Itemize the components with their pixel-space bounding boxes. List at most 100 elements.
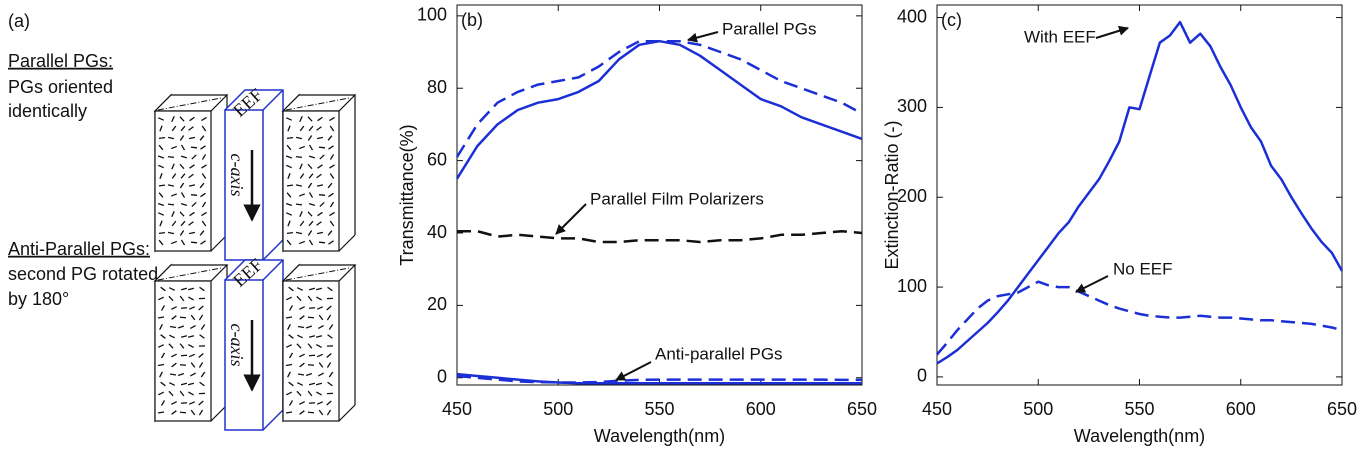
slab-hatch <box>200 324 206 330</box>
slab-hatch <box>299 173 305 179</box>
slab-hatch <box>329 164 335 169</box>
slab-hatch <box>328 240 334 245</box>
slab-hatch <box>157 212 165 216</box>
slab-hatch <box>188 136 196 140</box>
slab-hatch <box>308 173 314 179</box>
data-line <box>936 280 1343 356</box>
slab-top <box>281 94 357 112</box>
eef-face <box>224 279 264 431</box>
slab-hatch <box>190 146 198 149</box>
slab-hatch <box>308 203 316 206</box>
slab-hatch <box>187 335 195 338</box>
group-text: by 180° <box>8 289 69 309</box>
slab-hatch <box>296 390 302 397</box>
slab-hatch <box>305 372 313 377</box>
slab-hatch <box>189 211 195 217</box>
group-title: Parallel PGs: <box>8 51 113 71</box>
slab-hatch <box>170 240 178 245</box>
slab-hatch <box>201 173 207 179</box>
slab-hatch <box>287 125 291 132</box>
y-tick-label: 40 <box>427 222 447 242</box>
slab-hatch <box>286 231 294 235</box>
slab-hatch <box>307 116 313 122</box>
slab-hatch <box>286 296 292 301</box>
slab-hatch <box>190 314 196 321</box>
slab-hatch <box>179 390 185 397</box>
slab-hatch <box>316 184 324 187</box>
slab-hatch <box>201 220 207 227</box>
slab-hatch <box>328 145 334 150</box>
annotation: Parallel Film Polarizers <box>590 189 764 208</box>
slab-hatch <box>188 296 194 301</box>
x-tick-label: 550 <box>644 399 674 419</box>
slab-hatch <box>180 220 186 227</box>
slab-hatch <box>168 343 174 349</box>
slab-hatch <box>167 184 175 187</box>
x-tick-label: 500 <box>1023 399 1053 419</box>
slab-hatch <box>288 352 294 359</box>
slab-hatch <box>307 182 313 189</box>
slab-hatch <box>187 287 195 291</box>
slab-hatch <box>299 362 305 368</box>
slab-hatch <box>199 182 205 189</box>
slab-hatch <box>315 382 323 386</box>
slab-hatch <box>177 325 185 329</box>
slab-hatch <box>188 231 196 235</box>
slab-hatch <box>316 391 322 396</box>
x-tick-label: 650 <box>847 399 877 419</box>
slab-hatch <box>295 203 303 206</box>
slab-hatch <box>201 201 207 208</box>
slab-hatch <box>200 145 206 150</box>
slab-hatch <box>286 184 294 187</box>
slab-hatch <box>188 401 196 405</box>
slab-hatch <box>299 353 305 358</box>
slab-hatch <box>316 173 322 179</box>
group-text: PGs oriented <box>8 77 113 97</box>
slab-hatch <box>329 125 335 132</box>
slab-hatch <box>160 334 166 339</box>
slab-hatch <box>157 316 165 319</box>
slab-hatch <box>307 295 313 302</box>
x-tick-label: 600 <box>746 399 776 419</box>
slab-hatch <box>307 135 313 141</box>
slab-hatch <box>287 371 291 378</box>
slab-hatch <box>297 287 303 291</box>
slab-hatch <box>299 401 305 405</box>
data-line <box>456 374 862 384</box>
slab-hatch <box>180 203 188 206</box>
slab-hatch <box>179 182 185 189</box>
slab-hatch <box>171 173 177 179</box>
slab-hatch <box>177 372 185 377</box>
slab-hatch <box>288 286 294 292</box>
slab-hatch <box>299 125 305 132</box>
slab-hatch <box>288 400 294 406</box>
x-tick-label: 650 <box>1327 399 1357 419</box>
slab-hatch <box>190 372 196 377</box>
slab-top <box>281 264 357 282</box>
slab-hatch <box>168 295 174 302</box>
y-tick-label: 0 <box>437 367 447 387</box>
slab-hatch <box>157 164 165 169</box>
slab-hatch <box>171 210 175 218</box>
slab-hatch <box>170 193 178 197</box>
y-axis-label: Transmittance(%) <box>397 124 417 265</box>
slab-hatch <box>157 155 165 159</box>
slab-hatch <box>299 163 303 170</box>
slab-hatch <box>285 316 293 319</box>
slab-hatch <box>158 296 164 301</box>
slab-hatch <box>171 315 177 320</box>
slab-hatch <box>316 343 322 349</box>
slab-hatch <box>179 163 185 170</box>
slab-hatch <box>167 203 175 206</box>
slab-hatch <box>328 324 334 330</box>
slab-hatch <box>200 240 206 245</box>
slab-hatch <box>160 381 166 387</box>
slab-hatch <box>285 202 293 207</box>
slab-hatch <box>326 314 332 321</box>
slab-hatch <box>171 125 177 132</box>
slab-hatch <box>326 362 332 368</box>
slab-hatch <box>199 381 205 387</box>
slab-hatch <box>308 220 314 227</box>
slab-hatch <box>190 325 196 329</box>
slab-hatch <box>169 287 175 291</box>
